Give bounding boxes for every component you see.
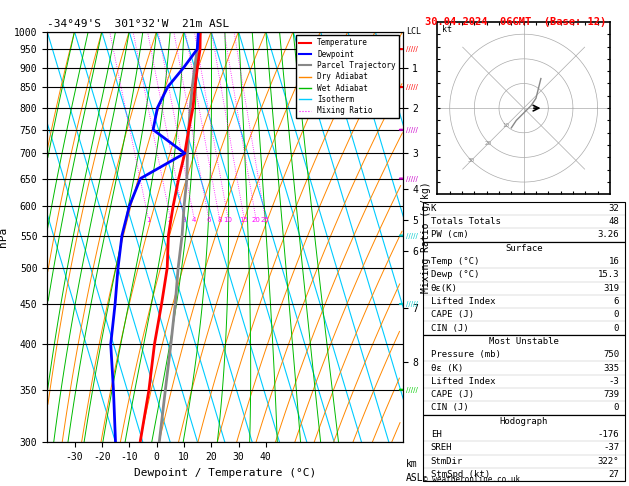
Bar bbox=[423, 242, 625, 335]
Text: Most Unstable: Most Unstable bbox=[489, 337, 559, 346]
Text: 1: 1 bbox=[146, 217, 150, 224]
Text: CAPE (J): CAPE (J) bbox=[431, 390, 474, 399]
Text: 32: 32 bbox=[608, 204, 619, 213]
Text: 10: 10 bbox=[223, 217, 232, 224]
Text: /////: ///// bbox=[406, 387, 418, 393]
Text: -176: -176 bbox=[598, 430, 619, 439]
Text: 20: 20 bbox=[485, 140, 492, 146]
Text: ASL: ASL bbox=[406, 473, 424, 483]
Text: SREH: SREH bbox=[431, 443, 452, 452]
Text: 20: 20 bbox=[251, 217, 260, 224]
Text: 4: 4 bbox=[192, 217, 196, 224]
Text: 15: 15 bbox=[240, 217, 248, 224]
Text: 27: 27 bbox=[608, 470, 619, 479]
Text: CAPE (J): CAPE (J) bbox=[431, 310, 474, 319]
Text: 322°: 322° bbox=[598, 457, 619, 466]
Text: 0: 0 bbox=[614, 310, 619, 319]
Text: CIN (J): CIN (J) bbox=[431, 403, 469, 413]
Text: Totals Totals: Totals Totals bbox=[431, 217, 501, 226]
Text: 30: 30 bbox=[467, 158, 475, 163]
Text: 8: 8 bbox=[217, 217, 221, 224]
Text: Hodograph: Hodograph bbox=[500, 417, 548, 426]
Text: 6: 6 bbox=[614, 297, 619, 306]
Text: km: km bbox=[406, 459, 418, 469]
Text: /////: ///// bbox=[406, 84, 418, 90]
Text: θε (K): θε (K) bbox=[431, 364, 463, 373]
Text: 48: 48 bbox=[608, 217, 619, 226]
Text: 319: 319 bbox=[603, 284, 619, 293]
Text: Lifted Index: Lifted Index bbox=[431, 297, 495, 306]
Text: -37: -37 bbox=[603, 443, 619, 452]
Text: K: K bbox=[431, 204, 436, 213]
Text: 3.26: 3.26 bbox=[598, 230, 619, 240]
Text: /////: ///// bbox=[406, 232, 418, 239]
Legend: Temperature, Dewpoint, Parcel Trajectory, Dry Adiabat, Wet Adiabat, Isotherm, Mi: Temperature, Dewpoint, Parcel Trajectory… bbox=[296, 35, 399, 118]
Text: 10: 10 bbox=[503, 123, 509, 128]
Text: 739: 739 bbox=[603, 390, 619, 399]
Text: 0: 0 bbox=[614, 403, 619, 413]
Text: 25: 25 bbox=[260, 217, 269, 224]
Text: kt: kt bbox=[442, 25, 452, 34]
Text: Pressure (mb): Pressure (mb) bbox=[431, 350, 501, 359]
Text: Lifted Index: Lifted Index bbox=[431, 377, 495, 386]
Text: 3: 3 bbox=[182, 217, 186, 224]
Text: CIN (J): CIN (J) bbox=[431, 324, 469, 332]
Text: -34°49'S  301°32'W  21m ASL: -34°49'S 301°32'W 21m ASL bbox=[47, 19, 230, 30]
Text: /////: ///// bbox=[406, 301, 418, 307]
Bar bbox=[423, 202, 625, 242]
Text: θε(K): θε(K) bbox=[431, 284, 458, 293]
Text: Surface: Surface bbox=[505, 244, 543, 253]
Text: StmDir: StmDir bbox=[431, 457, 463, 466]
Text: 0: 0 bbox=[614, 324, 619, 332]
Text: Temp (°C): Temp (°C) bbox=[431, 257, 479, 266]
X-axis label: Dewpoint / Temperature (°C): Dewpoint / Temperature (°C) bbox=[134, 468, 316, 478]
Bar bbox=[423, 335, 625, 415]
Text: 750: 750 bbox=[603, 350, 619, 359]
Text: 30.04.2024  06GMT  (Base: 12): 30.04.2024 06GMT (Base: 12) bbox=[425, 17, 606, 27]
Text: EH: EH bbox=[431, 430, 442, 439]
Bar bbox=[423, 415, 625, 481]
Text: -3: -3 bbox=[608, 377, 619, 386]
Text: /////: ///// bbox=[406, 46, 418, 52]
Text: 16: 16 bbox=[608, 257, 619, 266]
Text: /////: ///// bbox=[406, 127, 418, 133]
Text: 2: 2 bbox=[168, 217, 172, 224]
Text: StmSpd (kt): StmSpd (kt) bbox=[431, 470, 490, 479]
Text: PW (cm): PW (cm) bbox=[431, 230, 469, 240]
Text: LCL: LCL bbox=[406, 27, 421, 36]
Text: /////: ///// bbox=[406, 175, 418, 182]
Text: Dewp (°C): Dewp (°C) bbox=[431, 270, 479, 279]
Y-axis label: Mixing Ratio (g/kg): Mixing Ratio (g/kg) bbox=[421, 181, 431, 293]
Text: 335: 335 bbox=[603, 364, 619, 373]
Text: © weatheronline.co.uk: © weatheronline.co.uk bbox=[423, 474, 520, 484]
Text: 6: 6 bbox=[206, 217, 211, 224]
Text: 15.3: 15.3 bbox=[598, 270, 619, 279]
Y-axis label: hPa: hPa bbox=[0, 227, 8, 247]
